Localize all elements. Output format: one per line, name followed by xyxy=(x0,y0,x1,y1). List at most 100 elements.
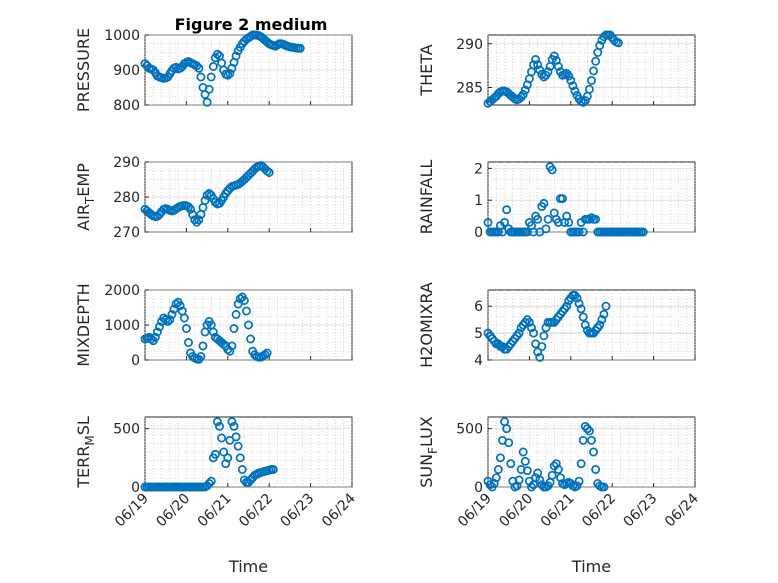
data-point xyxy=(584,426,594,436)
data-point xyxy=(520,456,530,466)
data-point xyxy=(553,62,563,71)
data-point xyxy=(549,51,559,61)
data-point xyxy=(535,352,545,362)
data-point xyxy=(150,332,160,342)
data-point xyxy=(591,56,601,66)
data-point xyxy=(196,352,206,361)
data-point xyxy=(227,417,237,427)
data-point xyxy=(537,342,547,351)
data-point xyxy=(514,475,524,485)
y-axis-label: PRESSURE xyxy=(74,28,93,112)
data-point xyxy=(215,421,224,431)
data-point xyxy=(223,70,233,80)
y-tick-label: 290 xyxy=(113,155,140,171)
data-point xyxy=(231,51,241,61)
data-point xyxy=(212,417,222,427)
data-point xyxy=(543,67,553,77)
subplot-1: 800 900 1000 PRESSURE xyxy=(74,28,353,114)
data-point xyxy=(208,62,218,71)
data-point xyxy=(225,346,235,356)
data-point xyxy=(535,475,545,485)
data-point xyxy=(235,453,245,463)
data-point xyxy=(522,466,532,476)
data-point xyxy=(227,341,237,351)
data-point xyxy=(589,447,599,457)
data-point xyxy=(533,347,543,357)
data-point xyxy=(529,227,538,237)
data-point xyxy=(584,214,594,224)
y-tick-label: 270 xyxy=(113,225,140,241)
data-point xyxy=(580,320,590,330)
data-point xyxy=(638,227,648,237)
subplot-5: 0 1000 2000 MIXDEPTH xyxy=(74,283,353,369)
data-point xyxy=(179,313,189,323)
data-point xyxy=(175,301,185,311)
data-point xyxy=(584,84,594,94)
y-axis-label: H2OMIXRA xyxy=(417,282,436,368)
data-point xyxy=(171,62,181,72)
y-tick-label: 800 xyxy=(113,98,140,114)
data-point xyxy=(564,71,574,81)
y-tick-label: 900 xyxy=(113,63,140,79)
data-point xyxy=(595,320,605,330)
subplot-7: 0 500 06/19 06/20 06/21 06/22 06/23 06/24 TERRMS… xyxy=(74,416,359,576)
x-tick-label: 06/22 xyxy=(579,491,619,531)
data-point xyxy=(531,55,541,64)
data-point xyxy=(506,459,516,469)
data-point xyxy=(295,43,305,53)
x-tick-label: 06/19 xyxy=(112,491,152,531)
data-point xyxy=(591,465,601,474)
data-point xyxy=(547,165,557,175)
data-point xyxy=(219,339,229,349)
data-point xyxy=(493,465,503,474)
data-point xyxy=(576,459,586,469)
y-axis-label: MIXDEPTH xyxy=(74,283,93,366)
data-point xyxy=(543,214,553,224)
data-point xyxy=(204,479,214,488)
x-tick-label: 06/21 xyxy=(195,491,235,531)
data-point xyxy=(165,315,175,325)
data-point xyxy=(206,72,216,82)
figure-title: Figure 2 medium xyxy=(175,15,328,34)
y-tick-label: 0 xyxy=(131,480,140,496)
subplot-4: 0 1 2 RAINFALL xyxy=(417,160,696,241)
x-tick-label: 06/23 xyxy=(621,491,661,531)
data-point xyxy=(553,465,563,474)
data-point xyxy=(578,97,588,107)
data-point xyxy=(244,320,253,330)
data-point xyxy=(613,38,623,48)
data-point xyxy=(572,481,582,491)
data-point xyxy=(212,49,222,59)
x-tick-label: 06/21 xyxy=(538,491,578,531)
data-point xyxy=(541,224,551,234)
data-point xyxy=(146,334,156,344)
data-point xyxy=(587,76,596,85)
data-point xyxy=(206,476,216,486)
data-point xyxy=(578,435,588,445)
data-point xyxy=(520,85,530,95)
data-point xyxy=(194,215,204,225)
y-tick-label: 0 xyxy=(474,225,483,241)
data-point xyxy=(524,317,534,327)
data-point xyxy=(268,465,278,474)
y-axis-label: RAINFALL xyxy=(417,160,436,235)
data-point xyxy=(198,341,208,351)
data-point xyxy=(167,310,177,319)
data-point xyxy=(578,312,588,322)
data-point xyxy=(495,453,505,463)
y-tick-label: 2 xyxy=(474,161,483,177)
x-tick-label: 06/24 xyxy=(662,490,702,530)
y-tick-label: 0 xyxy=(131,353,140,369)
data-point xyxy=(246,334,256,344)
y-tick-label: 2000 xyxy=(104,283,140,299)
data-point xyxy=(502,205,512,215)
data-point xyxy=(562,301,572,311)
data-point xyxy=(262,348,272,358)
data-point xyxy=(589,66,599,76)
subplot-8: 0 500 06/19 06/20 06/21 06/22 06/23 06/24 SUNFLU… xyxy=(417,416,702,576)
data-point xyxy=(200,90,210,99)
data-point xyxy=(539,72,549,82)
data-point xyxy=(208,327,218,337)
